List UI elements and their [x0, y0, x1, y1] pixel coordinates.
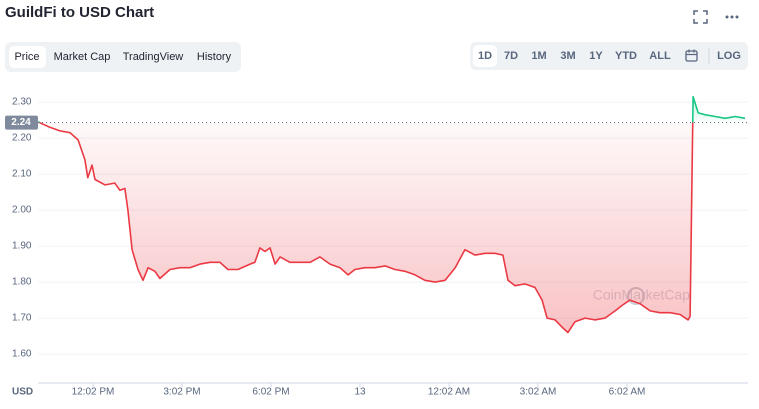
calendar-icon[interactable]: [685, 49, 698, 62]
y-tick-label: 2.10: [12, 169, 32, 180]
y-tick-label: 2.30: [12, 97, 32, 108]
x-tick-label: 13: [354, 387, 366, 398]
chart-title: GuildFi to USD Chart: [5, 4, 154, 21]
tab[interactable]: Market Cap: [54, 51, 111, 63]
range-button[interactable]: ALL: [649, 50, 671, 62]
range-button[interactable]: 1M: [531, 50, 546, 62]
x-unit: USD: [12, 387, 33, 398]
x-tick-label: 3:02 PM: [163, 387, 200, 398]
range-button[interactable]: 1D: [478, 50, 492, 62]
expand-icon[interactable]: [693, 10, 708, 24]
tab[interactable]: TradingView: [123, 51, 184, 63]
x-tick-label: 12:02 PM: [72, 387, 115, 398]
range-button[interactable]: YTD: [615, 50, 637, 62]
active-range: [473, 45, 497, 67]
y-tick-label: 1.80: [12, 277, 32, 288]
x-tick-label: 6:02 AM: [609, 387, 646, 398]
range-button[interactable]: 1Y: [589, 50, 603, 62]
x-tick-label: 12:02 AM: [428, 387, 470, 398]
range-button[interactable]: 7D: [504, 50, 518, 62]
tab[interactable]: History: [197, 51, 232, 63]
y-tick-label: 2.20: [12, 133, 32, 144]
x-tick-label: 3:02 AM: [520, 387, 557, 398]
tab[interactable]: Price: [14, 51, 39, 63]
y-tick-label: 1.90: [12, 241, 32, 252]
price-label-box: [5, 115, 38, 130]
range-bar: [470, 42, 748, 70]
price-label: 2.24: [11, 117, 31, 128]
log-button[interactable]: LOG: [717, 50, 741, 62]
active-tab: [9, 46, 46, 68]
y-tick-label: 2.00: [12, 205, 32, 216]
x-tick-label: 6:02 PM: [252, 387, 289, 398]
tab-bar: [5, 42, 241, 72]
y-tick-label: 1.70: [12, 313, 32, 324]
price-line: [37, 95, 746, 334]
range-button[interactable]: 3M: [560, 50, 575, 62]
y-tick-label: 1.60: [12, 349, 32, 360]
more-icon[interactable]: [725, 15, 739, 19]
price-area: [38, 96, 745, 333]
